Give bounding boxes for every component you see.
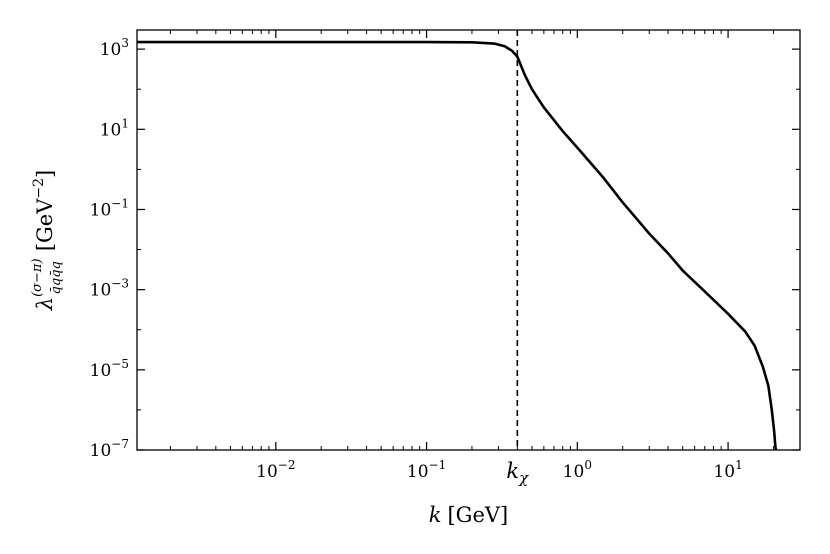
x-axis-label: k [GeV]	[429, 503, 509, 527]
x-tick-label: 101	[713, 458, 742, 482]
plot-frame	[136, 29, 801, 451]
x-tick-label: 10−1	[407, 458, 446, 482]
y-axis-unit-close: ]	[33, 170, 57, 178]
y-axis-subscript: q̄qq̄q	[49, 261, 64, 294]
y-tick-label: 10−3	[90, 277, 129, 301]
y-axis-unit: [GeV	[33, 198, 57, 251]
y-axis-superscript: (σ−π)	[30, 258, 45, 296]
y-axis-label: λ(σ−π) q̄qq̄q [GeV−2]	[30, 170, 64, 311]
k-chi-sub: χ	[518, 469, 529, 487]
series-line	[137, 40, 778, 451]
y-axis-unit-exponent: −2	[31, 178, 47, 199]
x-tick-label: 100	[563, 458, 592, 482]
y-tick-label: 10−5	[90, 357, 129, 381]
x-axis-unit: [GeV]	[447, 503, 508, 527]
y-tick-labels: 103 101 10−1 10−3 10−5 10−7	[90, 36, 129, 461]
x-tick-label: 10−2	[256, 458, 295, 482]
minor-ticks	[137, 30, 801, 450]
k-chi-label: kχ	[506, 459, 529, 487]
x-axis-symbol: k	[429, 503, 442, 527]
y-tick-label: 10−7	[90, 437, 129, 461]
y-tick-label: 101	[100, 116, 129, 140]
y-axis-symbol: λ	[33, 297, 57, 311]
y-tick-label: 103	[100, 36, 129, 60]
y-tick-label: 10−1	[90, 196, 129, 220]
k-chi-base: k	[506, 459, 519, 483]
x-tick-labels: 10−2 10−1 100 101	[256, 458, 743, 482]
